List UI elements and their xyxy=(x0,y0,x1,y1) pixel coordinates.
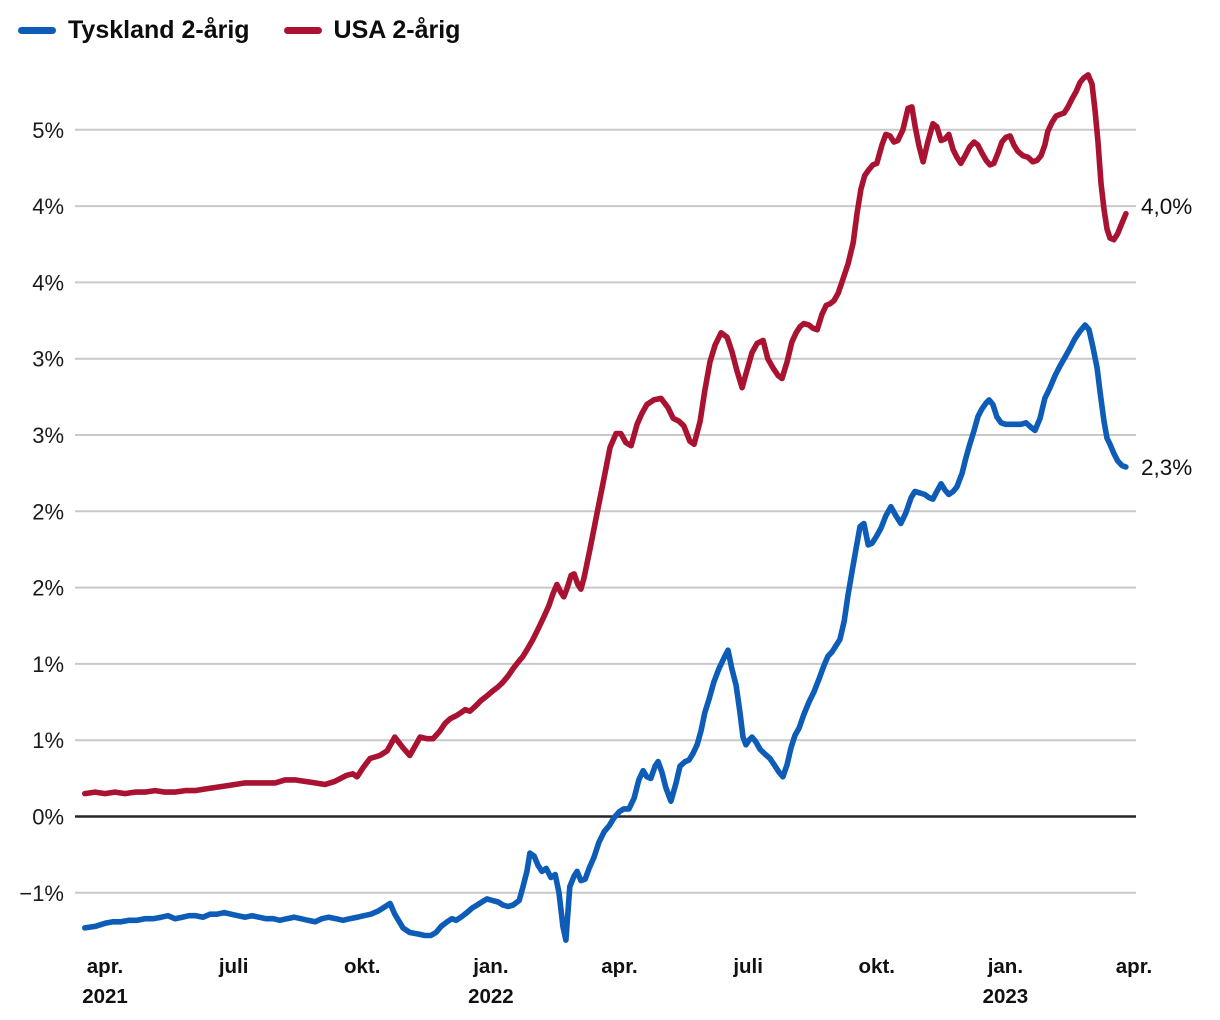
x-axis-tick-label: okt. xyxy=(859,955,895,978)
y-axis-tick-label: 4% xyxy=(32,194,64,219)
y-axis-tick-label: 2% xyxy=(32,499,64,524)
legend-label-usa: USA 2-årig xyxy=(333,16,461,44)
x-axis-tick-label: jan. xyxy=(987,955,1023,978)
series-line-usa xyxy=(82,72,1129,797)
tyskland-line-swatch-icon xyxy=(18,27,56,34)
y-axis-tick-label: 4% xyxy=(32,270,64,295)
legend-item-tyskland: Tyskland 2-årig xyxy=(18,16,250,45)
series-line-tyskland xyxy=(82,322,1129,943)
x-axis-year-label: 2022 xyxy=(468,985,514,1008)
usa-line-swatch-icon xyxy=(283,27,322,34)
y-axis-tick-label: 0% xyxy=(32,805,64,830)
y-axis-tick-label: 3% xyxy=(32,423,64,448)
legend-item-usa: USA 2-årig xyxy=(283,16,461,45)
y-axis-tick-label: 1% xyxy=(32,652,64,677)
x-axis-tick-label: jan. xyxy=(472,955,508,978)
chart-legend: Tyskland 2-årig USA 2-årig xyxy=(18,16,460,45)
y-axis-tick-label: −1% xyxy=(19,881,64,906)
y-axis-tick-label: 5% xyxy=(32,118,64,143)
tyskland-end-value-label: 2,3% xyxy=(1141,455,1192,480)
y-axis-tick-label: 2% xyxy=(32,576,64,601)
x-axis-year-label: 2023 xyxy=(983,985,1029,1008)
x-axis-tick-label: apr. xyxy=(1116,955,1152,978)
x-axis-tick-label: juli xyxy=(218,955,249,978)
x-axis-tick-label: apr. xyxy=(87,955,123,978)
x-axis-tick-label: okt. xyxy=(344,955,380,978)
legend-label-tyskland: Tyskland 2-årig xyxy=(68,16,250,44)
y-axis-tick-label: 3% xyxy=(32,347,64,372)
usa-end-value-label: 4,0% xyxy=(1141,194,1192,219)
x-axis-tick-label: apr. xyxy=(601,955,637,978)
x-axis-tick-label: juli xyxy=(732,955,763,978)
y-axis-tick-label: 1% xyxy=(32,728,64,753)
x-axis-year-label: 2021 xyxy=(82,985,128,1008)
